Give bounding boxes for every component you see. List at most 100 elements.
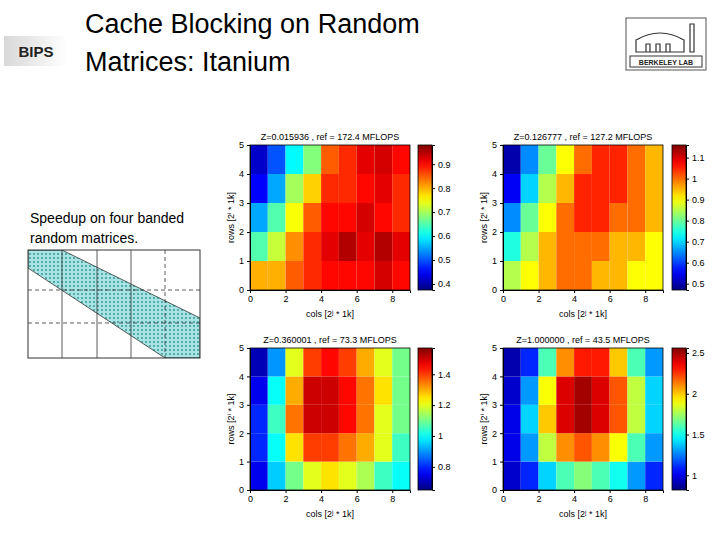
y-tick: 4 [492, 372, 503, 382]
x-tick: 2 [284, 290, 289, 304]
colorbar-tick: 0.9 [432, 160, 451, 170]
y-axis: 012345 [239, 140, 251, 295]
tick-label: 2 [492, 429, 497, 439]
heatmap-cell [521, 348, 539, 376]
x-axis-title: cols [2ʲ * 1k] [306, 509, 354, 519]
heatmap-cell [357, 232, 375, 261]
axis-line [687, 146, 690, 291]
tick-mark [686, 242, 689, 243]
x-axis: 02468 [248, 290, 411, 304]
tick-label: 2 [284, 294, 289, 304]
block-line [165, 250, 166, 358]
heatmap-cell [645, 405, 663, 433]
tick-mark [432, 405, 435, 406]
tick-mark [247, 290, 250, 291]
tick-mark [247, 145, 250, 146]
colorbar-axis: 0.40.50.60.70.80.9 [432, 146, 451, 291]
y-tick: 1 [492, 256, 503, 266]
tick-mark [247, 348, 250, 349]
heatmap-cell [503, 145, 521, 174]
axis-line [247, 349, 251, 491]
heatmap-cell [645, 174, 663, 203]
cells [503, 145, 663, 290]
heatmap-cell [627, 376, 645, 404]
heatmap-cell [556, 462, 574, 490]
heatmap-cell [392, 261, 410, 290]
y-tick: 3 [239, 400, 250, 410]
heatmap-cell [539, 145, 557, 174]
tick-mark [247, 490, 250, 491]
heatmap-cell [321, 261, 339, 290]
tick-label: 8 [643, 294, 648, 304]
tick-label: 4 [319, 494, 324, 504]
tick-mark [286, 490, 287, 493]
y-axis: 012345 [492, 343, 504, 495]
heatmap-cell [392, 433, 410, 461]
tick-mark [357, 490, 358, 493]
y-tick: 4 [239, 169, 250, 179]
heatmap-cell [250, 145, 268, 174]
tick-mark [432, 374, 435, 375]
axis-line [687, 349, 690, 491]
y-tick: 0 [239, 485, 250, 495]
x-tick: 6 [355, 490, 360, 504]
x-tick: 2 [284, 490, 289, 504]
heatmap-cell [321, 376, 339, 404]
heatmap-cell [539, 462, 557, 490]
heatmap-cell [610, 174, 628, 203]
logo-text: BIPS [18, 43, 53, 60]
heatmap-cell [627, 405, 645, 433]
tick-mark [610, 290, 611, 293]
tick-mark [500, 174, 503, 175]
tick-label: 0.5 [692, 279, 705, 289]
tick-label: 1 [239, 457, 244, 467]
heatmap-cell [539, 261, 557, 290]
matrix-diagram [28, 250, 200, 358]
heatmap-cell [286, 405, 304, 433]
heatmap-cell [627, 433, 645, 461]
x-axis: 02468 [501, 290, 664, 304]
y-tick: 5 [492, 343, 503, 353]
tick-mark [686, 179, 689, 180]
colorbar-tick: 0.7 [686, 237, 705, 247]
heatmap-cell [556, 203, 574, 232]
heatmap-cell [503, 232, 521, 261]
heatmap-cell [357, 203, 375, 232]
tick-mark [686, 263, 689, 264]
heatmap-cell [392, 405, 410, 433]
heatmap-cell [592, 232, 610, 261]
y-tick: 3 [492, 400, 503, 410]
tick-label: 3 [239, 198, 244, 208]
heatmap-cell [250, 462, 268, 490]
heatmap-cell [574, 405, 592, 433]
tick-label: 6 [355, 294, 360, 304]
y-tick: 3 [492, 198, 503, 208]
heatmap-cell [339, 261, 357, 290]
x-tick: 4 [572, 490, 577, 504]
heatmap-cell [250, 348, 268, 376]
heatmap-cell [339, 348, 357, 376]
heatmap-cell [357, 462, 375, 490]
matrix-box [28, 250, 200, 358]
heatmap-cell [374, 145, 392, 174]
tick-label: 5 [492, 343, 497, 353]
plot-frame [250, 145, 410, 290]
tick-label: 2 [492, 227, 497, 237]
tick-label: 0.8 [438, 462, 451, 472]
tick-mark [500, 490, 503, 491]
tick-mark [610, 490, 611, 493]
x-tick: 2 [537, 290, 542, 304]
slide-title: Cache Blocking on Random [85, 9, 420, 39]
tick-label: 1 [692, 174, 697, 184]
y-axis-title: rows [2ⁱ * 1k] [479, 192, 489, 243]
tick-mark [432, 212, 435, 213]
heatmap-cell [374, 261, 392, 290]
heatmap-cell [321, 203, 339, 232]
heatmap-cell [303, 376, 321, 404]
tick-mark [645, 490, 646, 493]
axis-line [500, 349, 504, 491]
colorbar-tick: 0.9 [686, 195, 705, 205]
heatmap-cell [374, 348, 392, 376]
heatmap-cell [645, 376, 663, 404]
heatmap-cell [250, 405, 268, 433]
